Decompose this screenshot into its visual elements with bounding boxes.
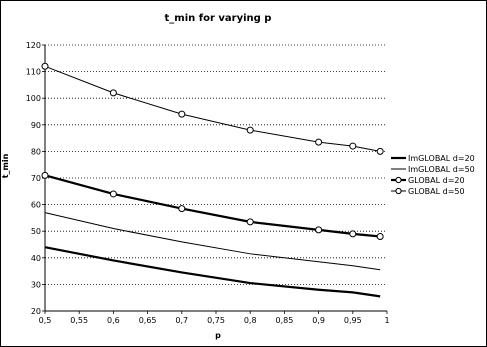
y-tick-label: 70: [31, 174, 41, 183]
y-tick-label: 80: [31, 147, 41, 156]
data-point: [246, 218, 254, 226]
x-axis-label: p: [215, 331, 221, 340]
y-tick-label: 60: [31, 201, 41, 210]
series-4: [41, 62, 384, 155]
series-line: [44, 246, 381, 298]
y-tick-label: 20: [31, 307, 41, 316]
y-tick-label: 110: [26, 68, 41, 77]
x-tick-label: 1: [384, 316, 389, 325]
series-1: [44, 246, 381, 298]
data-point: [246, 126, 254, 134]
x-tick-label: 0,85: [275, 316, 293, 325]
data-point: [315, 138, 323, 146]
data-point: [41, 62, 49, 70]
data-point: [315, 226, 323, 234]
x-tick-label: 0,5: [39, 316, 52, 325]
y-axis-label: t_min: [1, 153, 10, 178]
data-point: [349, 142, 357, 150]
x-tick-label: 0,7: [175, 316, 188, 325]
x-tick-label: 0,6: [107, 316, 120, 325]
x-tick-label: 0,75: [207, 316, 225, 325]
x-tick-labels: 0,5 0,55 0,6 0,65 0,7 0,75 0,8 0,85 0,9 0,95 1: [39, 316, 390, 325]
y-tick-labels: 20 30 40 50 60 70 80 90 100 110 120: [26, 41, 41, 316]
legend-marker: [395, 187, 402, 195]
legend: ImGLOBAL d=20 ImGLOBAL d=50 GLOBAL d=20 GLO…: [391, 154, 475, 196]
series-3: [41, 171, 384, 241]
x-tick-label: 0,55: [70, 316, 88, 325]
data-point: [178, 205, 186, 213]
chart-title: t_min for varying p: [165, 13, 272, 24]
y-tick-label: 90: [31, 121, 41, 130]
gridlines: [45, 44, 387, 285]
y-tick-label: 40: [31, 254, 41, 263]
data-point: [376, 147, 384, 155]
series-line: [44, 212, 381, 271]
legend-marker: [395, 176, 402, 184]
data-point: [41, 171, 49, 179]
legend-entry: ImGLOBAL d=20: [408, 154, 475, 163]
data-point: [376, 233, 384, 241]
y-tick-label: 50: [31, 227, 41, 236]
legend-entry: GLOBAL d=50: [408, 187, 465, 196]
data-point: [349, 230, 357, 238]
series-lines: [41, 62, 384, 298]
y-tick-label: 30: [31, 280, 41, 289]
data-point: [109, 190, 117, 198]
legend-entry: ImGLOBAL d=50: [408, 165, 475, 174]
legend-entry: GLOBAL d=20: [408, 176, 465, 185]
data-point: [178, 110, 186, 118]
y-tick-label: 100: [26, 94, 41, 103]
x-tick-label: 0,95: [344, 316, 362, 325]
x-tick-label: 0,65: [139, 316, 157, 325]
data-point: [109, 89, 117, 97]
y-tick-label: 120: [26, 41, 41, 50]
x-tick-label: 0,8: [244, 316, 257, 325]
x-tick-label: 0,9: [312, 316, 325, 325]
series-line: [44, 174, 381, 238]
series-line: [44, 65, 381, 152]
series-2: [44, 212, 381, 271]
